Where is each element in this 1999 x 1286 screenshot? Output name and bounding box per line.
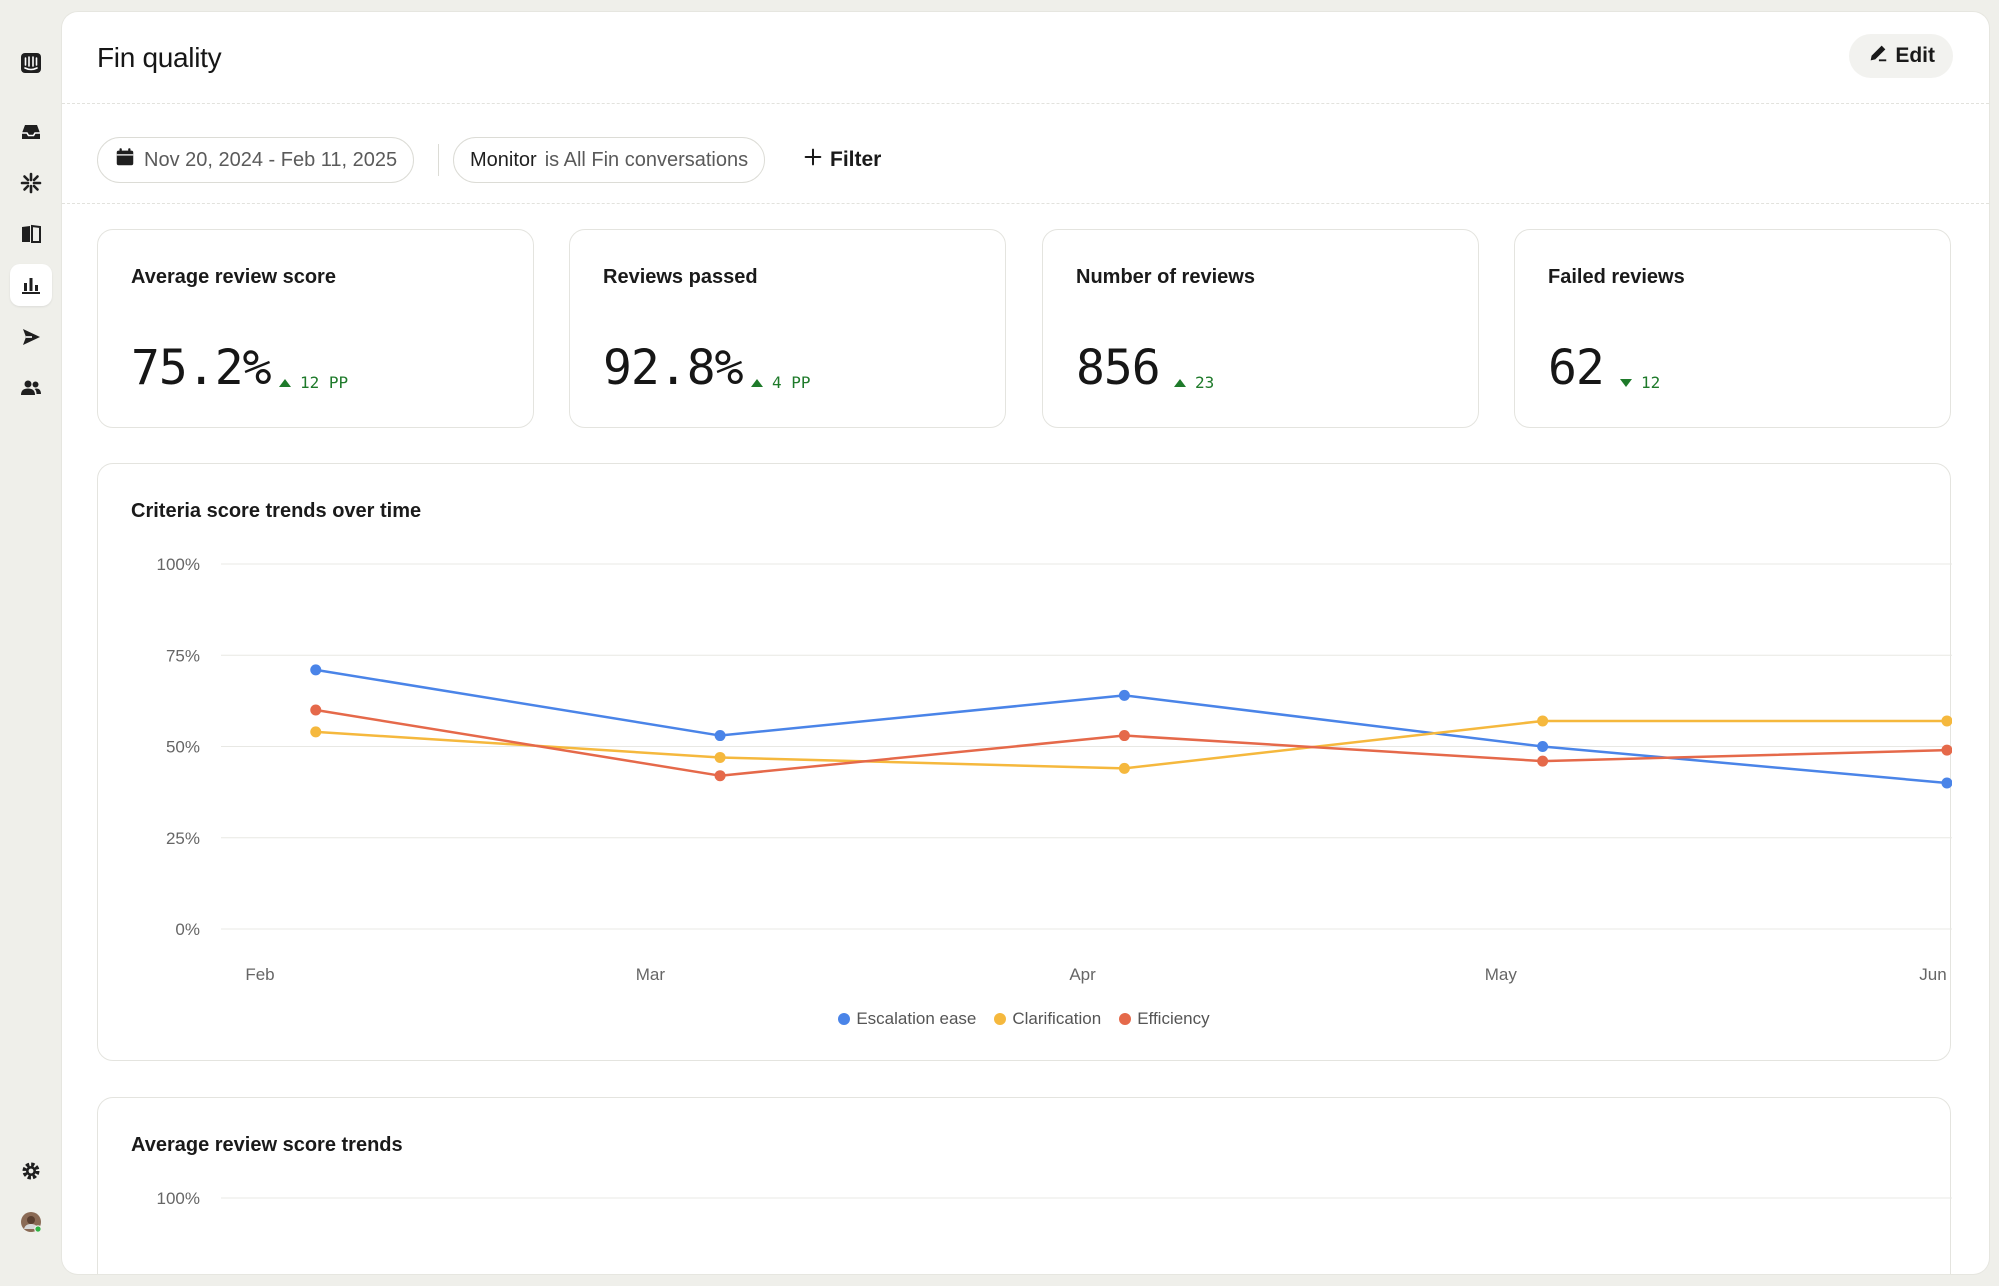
filter-divider [438, 144, 439, 176]
add-filter-button[interactable]: Filter [802, 137, 881, 183]
contacts-icon[interactable] [10, 367, 52, 409]
legend-item[interactable]: Escalation ease [838, 1009, 976, 1029]
data-point [1941, 744, 1952, 756]
data-point [310, 726, 322, 738]
criteria-trends-chart: 100% 75% 50% 25% 0% Feb Mar Apr May Jun [157, 555, 1952, 984]
x-tick-label: May [1485, 965, 1518, 984]
page-title: Fin quality [97, 42, 222, 73]
calendar-icon [114, 146, 136, 174]
triangle-up-icon [278, 373, 292, 392]
y-tick-label: 25% [166, 829, 200, 848]
edit-label: Edit [1895, 44, 1935, 67]
legend-item[interactable]: Clarification [994, 1009, 1101, 1029]
chart-title: Average review score trends [131, 1134, 403, 1156]
kpi-card-reviews-passed: Reviews passed 92.8% 4 PP [569, 229, 1006, 428]
main-panel: Fin quality Edit Nov 20, 2024 - Feb 11, … [62, 12, 1989, 1274]
x-tick-label: Feb [245, 965, 274, 984]
x-tick-label: Mar [636, 965, 666, 984]
legend-label: Clarification [1012, 1009, 1102, 1028]
legend-label: Efficiency [1137, 1009, 1210, 1028]
kpi-delta-value: 12 [1641, 373, 1661, 392]
data-point [1118, 689, 1130, 701]
average-score-trends-card: Average review score trends 100% [97, 1097, 1952, 1274]
average-score-trends-chart: 100% [157, 1189, 1952, 1208]
legend-dot [994, 1013, 1007, 1025]
kpi-value: 856 [1076, 340, 1161, 396]
y-tick-label: 75% [166, 646, 200, 665]
triangle-down-icon [1619, 373, 1633, 392]
date-range-text: Nov 20, 2024 - Feb 11, 2025 [144, 148, 398, 171]
inbox-icon[interactable] [10, 111, 52, 153]
filter-bar: Nov 20, 2024 - Feb 11, 2025 Monitor is A… [62, 104, 1989, 204]
pencil-icon [1867, 42, 1889, 70]
data-point [714, 730, 726, 742]
sidebar [0, 0, 62, 1286]
data-point [714, 751, 726, 763]
y-tick-label: 100% [157, 1189, 200, 1208]
data-point [1941, 777, 1952, 789]
kpi-delta: 12 [1619, 373, 1660, 392]
kpi-title: Average review score [131, 266, 336, 288]
series-line [315, 668, 1948, 785]
data-point [1537, 741, 1549, 752]
kpi-delta: 12 PP [278, 373, 348, 392]
data-point [1941, 715, 1952, 727]
settings-icon[interactable] [10, 1150, 52, 1192]
kpi-title: Failed reviews [1548, 266, 1685, 288]
data-point [1537, 715, 1549, 727]
y-tick-label: 0% [175, 920, 200, 939]
kpi-card-failed-reviews: Failed reviews 62 12 [1514, 229, 1951, 428]
data-point [310, 664, 322, 676]
edit-button[interactable]: Edit [1849, 34, 1953, 78]
chart-legend: Escalation ease Clarification Efficiency [98, 1009, 1950, 1029]
kpi-delta: 4 PP [750, 373, 811, 392]
kpi-delta-value: 4 PP [772, 373, 811, 392]
data-point [1118, 730, 1130, 742]
page-header: Fin quality Edit [62, 12, 1989, 104]
avatar[interactable] [10, 1201, 52, 1243]
data-point [714, 770, 726, 782]
triangle-up-icon [750, 373, 764, 392]
kpi-delta-value: 12 PP [300, 373, 349, 392]
y-tick-label: 100% [157, 555, 200, 574]
kpi-value: 62 [1548, 340, 1605, 396]
triangle-up-icon [1173, 373, 1187, 392]
monitor-label: Monitor [470, 148, 537, 171]
legend-dot [1119, 1013, 1132, 1025]
knowledge-icon[interactable] [10, 213, 52, 255]
data-point [1118, 762, 1130, 774]
date-range-filter[interactable]: Nov 20, 2024 - Feb 11, 2025 [97, 137, 415, 183]
criteria-trends-card: Criteria score trends over time 100% 75% 5… [97, 463, 1952, 1061]
kpi-delta-value: 23 [1195, 373, 1215, 392]
intercom-logo-icon[interactable] [10, 42, 52, 84]
legend-dot [838, 1013, 851, 1025]
monitor-value: is All Fin conversations [544, 148, 749, 171]
data-point [310, 704, 322, 716]
data-point [1537, 755, 1549, 767]
kpi-title: Number of reviews [1076, 266, 1255, 288]
outbound-icon[interactable] [10, 316, 52, 358]
fin-ai-icon[interactable] [10, 162, 52, 204]
kpi-card-average-review-score: Average review score 75.2% 12 PP [97, 229, 534, 428]
kpi-title: Reviews passed [603, 266, 758, 288]
monitor-filter[interactable]: Monitor is All Fin conversations [453, 137, 766, 183]
kpi-delta: 23 [1173, 373, 1214, 392]
kpi-value: 92.8% [603, 340, 743, 396]
x-tick-label: Apr [1069, 965, 1096, 984]
legend-item[interactable]: Efficiency [1119, 1009, 1210, 1029]
plus-icon [802, 146, 824, 174]
add-filter-label: Filter [830, 148, 882, 171]
x-tick-label: Jun [1919, 965, 1946, 984]
kpi-card-number-of-reviews: Number of reviews 856 23 [1042, 229, 1479, 428]
y-tick-label: 50% [166, 738, 200, 757]
chart-title: Criteria score trends over time [131, 500, 422, 522]
kpi-value: 75.2% [131, 340, 271, 396]
reports-icon[interactable] [10, 264, 52, 306]
legend-label: Escalation ease [856, 1009, 977, 1028]
